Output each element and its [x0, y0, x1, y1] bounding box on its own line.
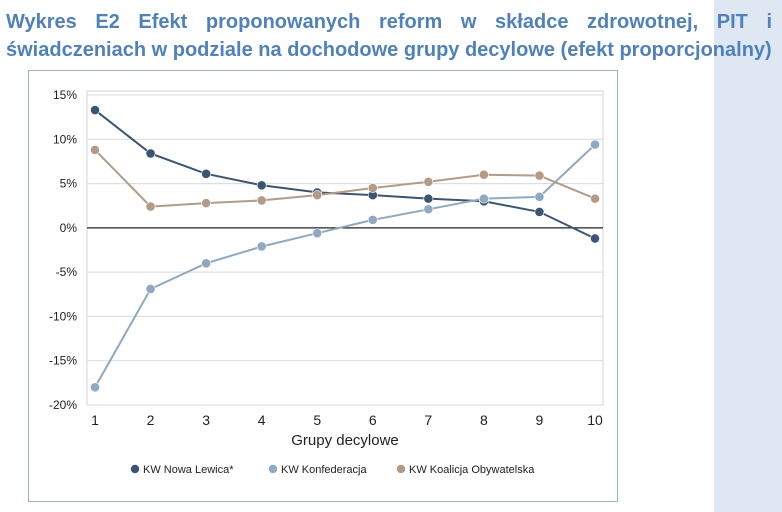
- data-point: [256, 180, 267, 191]
- x-tick-label: 8: [480, 412, 488, 428]
- legend-label: KW Koalicja Obywatelska: [409, 464, 535, 476]
- y-tick-label: 10%: [53, 132, 77, 146]
- data-point: [367, 214, 378, 225]
- legend-label: KW Nowa Lewica*: [143, 464, 234, 476]
- data-point: [201, 198, 212, 208]
- series-line-1: [94, 109, 596, 240]
- legend-marker: [396, 464, 406, 474]
- data-point: [478, 193, 489, 204]
- data-point: [256, 241, 267, 252]
- data-point: [90, 105, 100, 115]
- background-band: [714, 0, 782, 512]
- data-point: [201, 168, 212, 179]
- title-line-2: świadczeniach w podziale na dochodowe gr…: [6, 39, 772, 61]
- x-axis-title: Grupy decylowe: [291, 432, 399, 449]
- data-point: [201, 258, 212, 269]
- data-point: [534, 191, 545, 202]
- data-point: [256, 195, 267, 206]
- y-tick-label: -20%: [49, 398, 77, 412]
- x-tick-label: 1: [91, 412, 99, 428]
- data-point: [90, 382, 100, 393]
- x-tick-label: 2: [147, 412, 155, 428]
- data-point: [534, 170, 545, 181]
- x-tick-labels: 1 2 3 4 5 6 7 8 9 10: [91, 412, 603, 428]
- x-tick-label: 6: [369, 412, 377, 428]
- y-tick-label: -5%: [56, 265, 78, 279]
- data-point: [145, 148, 156, 159]
- x-tick-label: 9: [536, 412, 544, 428]
- data-point: [590, 233, 600, 244]
- x-tick-label: 4: [258, 412, 266, 428]
- y-tick-label: 15%: [53, 88, 77, 102]
- gridlines: [86, 90, 604, 406]
- title-line-1: Wykres E2 Efekt proponowanych reform w s…: [6, 11, 772, 33]
- series-line-2: [94, 143, 596, 388]
- data-point: [312, 228, 323, 239]
- data-point: [145, 284, 156, 294]
- y-tick-label: 0%: [60, 221, 78, 235]
- data-point: [478, 169, 489, 180]
- series-points: [90, 105, 600, 393]
- data-point: [145, 201, 156, 212]
- data-point: [367, 183, 378, 193]
- y-tick-label: -15%: [49, 354, 77, 368]
- data-point: [534, 207, 545, 217]
- line-chart: 15% 10% 5% 0% -5% -10% -15% -20% 1 2 3 4 5 6 7 8 9 10 Gr…: [49, 88, 604, 476]
- legend-marker: [268, 464, 278, 474]
- data-point: [590, 193, 600, 204]
- plot-area: [86, 90, 604, 406]
- chart-frame: 15% 10% 5% 0% -5% -10% -15% -20% 1 2 3 4 5 6 7 8 9 10 Gr…: [28, 70, 618, 502]
- x-tick-label: 5: [313, 412, 321, 428]
- data-point: [90, 145, 100, 155]
- chart-heading: Wykres E2 Efekt proponowanych reform w s…: [6, 8, 772, 64]
- series-line-3: [94, 149, 596, 208]
- legend-marker: [130, 464, 140, 474]
- legend-label: KW Konfederacja: [281, 464, 367, 476]
- data-point: [423, 176, 434, 187]
- y-tick-label: 5%: [60, 177, 78, 191]
- y-tick-label: -10%: [49, 309, 77, 323]
- x-tick-label: 7: [424, 412, 432, 428]
- data-point: [312, 190, 323, 200]
- y-tick-labels: 15% 10% 5% 0% -5% -10% -15% -20%: [49, 88, 77, 412]
- data-point: [423, 204, 434, 215]
- series-lines: [94, 109, 596, 388]
- x-tick-label: 10: [587, 412, 603, 428]
- legend: KW Nowa Lewica* KW Konfederacja KW Koalicj…: [130, 464, 535, 476]
- x-tick-label: 3: [202, 412, 210, 428]
- data-point: [423, 193, 434, 204]
- data-point: [590, 139, 600, 150]
